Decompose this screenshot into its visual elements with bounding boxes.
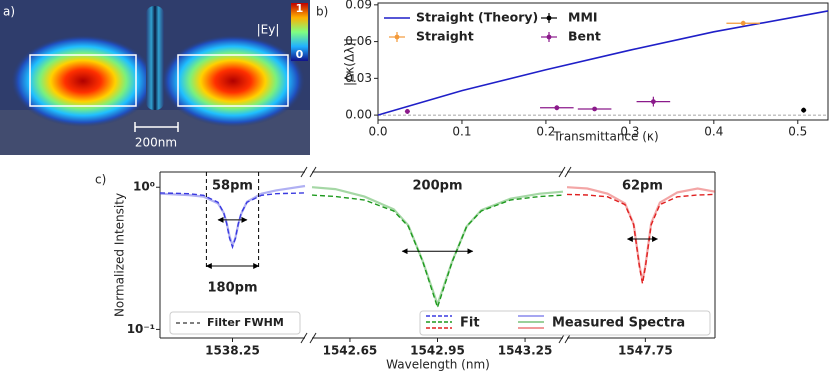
y-tick-label: 0.00 (345, 108, 372, 122)
axis-break (309, 332, 317, 344)
legend-label: Bent (568, 29, 601, 44)
axis-break (558, 166, 566, 178)
filter-label: 180pm (208, 281, 258, 296)
data-point (554, 105, 560, 111)
x-tick-label: 0.4 (704, 125, 723, 139)
x-tick-label: 1542.65 (323, 344, 378, 358)
legend-label: Measured Spectra (552, 316, 685, 331)
axis-break (309, 166, 317, 178)
y-tick-label: 0.03 (345, 71, 372, 85)
plot-frame (377, 2, 829, 121)
y-tick-label: 10⁰ (133, 180, 155, 194)
legend-label: Straight (Theory) (416, 10, 538, 25)
colorbar-label: |Ey| (257, 23, 280, 37)
legend-label: Straight (416, 29, 474, 44)
data-point (801, 107, 807, 113)
axis-break (300, 166, 308, 178)
mode-image (0, 0, 310, 155)
y-tick-label: 0.09 (345, 0, 372, 11)
x-tick-label: 1542.95 (410, 344, 465, 358)
x-tick-label: 0.1 (452, 125, 471, 139)
measured-spectrum (159, 184, 306, 249)
legend-label: Filter FWHM (207, 316, 284, 329)
legend-label: MMI (568, 10, 598, 25)
panel-label: c) (95, 173, 106, 187)
data-point (650, 99, 656, 105)
measured-spectrum (566, 186, 716, 281)
x-tick-label: 0.2 (536, 125, 555, 139)
x-tick-label: 0.3 (620, 125, 639, 139)
y-tick-label: 0.06 (345, 34, 372, 48)
y-axis-label: |Δκ(Δλ)| (343, 38, 357, 86)
axis-break-gap (563, 335, 567, 341)
x-tick-label: 0.5 (788, 125, 807, 139)
data-point (592, 106, 598, 112)
x-axis-label: Transmittance (κ) (552, 130, 658, 144)
panel-label: a) (3, 5, 15, 19)
fwhm-label: 58pm (212, 179, 253, 194)
data-point (404, 109, 410, 114)
x-tick-label: 0.0 (368, 125, 387, 139)
legend-box (419, 310, 711, 336)
axis-break-gap (563, 169, 567, 175)
legend-label: Fit (460, 316, 480, 331)
x-tick-label: 1543.25 (498, 344, 553, 358)
fit-curve (159, 192, 306, 250)
scalebar-label: 200nm (135, 136, 177, 150)
axis-break-gap (305, 335, 312, 341)
legend-swatch (546, 15, 552, 21)
fit-curve (311, 194, 564, 310)
axis-break-gap (305, 169, 312, 175)
theory-line (377, 10, 829, 116)
legend-box (169, 311, 301, 335)
fwhm-label: 200pm (413, 179, 463, 194)
x-axis-label: Wavelength (nm) (386, 358, 490, 372)
x-tick-label: 1538.25 (205, 344, 260, 358)
axis-break (300, 332, 308, 344)
axis-break (564, 166, 572, 178)
fwhm-label: 62pm (622, 179, 663, 194)
fit-curve (566, 193, 716, 284)
y-axis-label: Normalized Intensity (113, 193, 127, 317)
colorbar-tick-label: 0 (296, 48, 304, 61)
data-point (740, 20, 746, 26)
colorbar-tick-label: 1 (296, 2, 304, 15)
legend-swatch (546, 34, 552, 40)
x-tick-label: 1547.75 (618, 344, 673, 358)
measured-spectrum (311, 186, 564, 308)
panel-label: b) (316, 5, 328, 19)
y-tick-label: 10⁻¹ (127, 322, 155, 336)
legend-swatch (394, 34, 400, 40)
